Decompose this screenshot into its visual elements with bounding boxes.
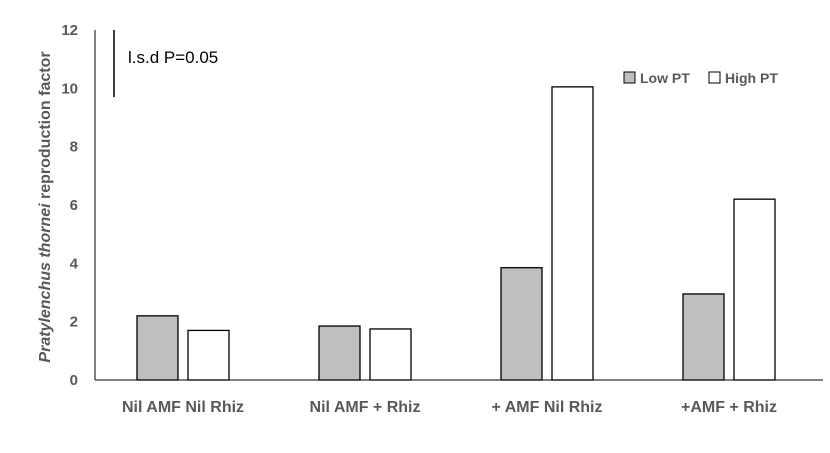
y-axis-ticks: 0 2 4 6 8 10 12 — [61, 22, 78, 389]
bar-high-pt — [187, 329, 230, 381]
lsd-label: l.s.d P=0.05 — [128, 48, 218, 67]
bar-low-pt — [136, 315, 179, 381]
bar-low-pt — [500, 267, 543, 381]
legend-swatch-low-pt — [623, 71, 636, 84]
y-tick-label: 2 — [70, 314, 78, 331]
legend-label-low-pt: Low PT — [640, 70, 690, 86]
x-category-label: Nil AMF Nil Rhiz — [122, 399, 244, 416]
x-axis-categories: Nil AMF Nil Rhiz Nil AMF + Rhiz + AMF Nil … — [122, 399, 777, 416]
bar-low-pt — [682, 293, 725, 381]
legend-item-high-pt: High PT — [708, 70, 778, 86]
legend-swatch-high-pt — [708, 71, 721, 84]
x-category-label: + AMF Nil Rhiz — [492, 399, 603, 416]
bar-high-pt — [369, 328, 412, 381]
legend-item-low-pt: Low PT — [623, 70, 690, 86]
bar-low-pt — [318, 325, 361, 381]
legend: Low PT High PT — [623, 70, 778, 86]
bar-high-pt — [733, 198, 776, 381]
svg-text:Pratylenchus thornei reproduct: Pratylenchus thornei reproduction factor — [37, 51, 54, 362]
x-category-label: +AMF + Rhiz — [681, 399, 777, 416]
y-tick-label: 12 — [61, 22, 78, 39]
y-tick-label: 10 — [61, 80, 78, 97]
bars — [136, 86, 776, 381]
y-axis-label: Pratylenchus thornei reproduction factor — [37, 51, 54, 362]
y-axis-label-rest: reproduction factor — [37, 51, 54, 203]
bar-high-pt — [551, 86, 594, 381]
legend-label-high-pt: High PT — [725, 70, 778, 86]
y-axis-label-species: Pratylenchus thornei — [37, 203, 54, 363]
lsd-annotation: l.s.d P=0.05 — [113, 30, 218, 98]
y-tick-label: 6 — [70, 197, 78, 214]
y-tick-label: 4 — [70, 255, 79, 272]
x-category-label: Nil AMF + Rhiz — [310, 399, 421, 416]
y-tick-label: 0 — [70, 372, 78, 389]
y-tick-label: 8 — [70, 139, 78, 156]
